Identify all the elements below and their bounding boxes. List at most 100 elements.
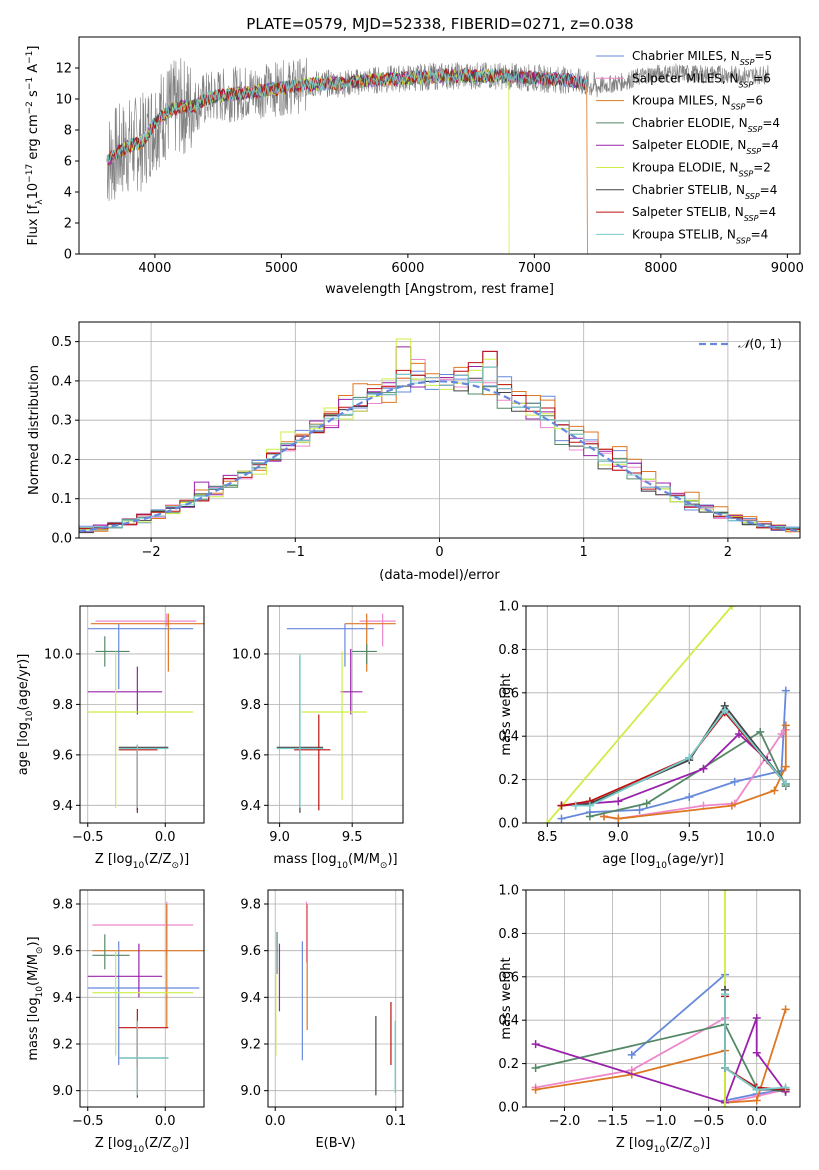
spectrum-ytick-label: 0 [64, 248, 72, 263]
weight-vs-Z-panel: −2.0 −1.5 −1.0 −0.5 0.0 0.0 0.2 0.4 0.6 0.8 1.0 Z [… [498, 884, 801, 1155]
mass-vs-EBV-ytick-label: 9.0 [240, 1084, 261, 1099]
weight-vs-age-point-marker [777, 730, 786, 739]
mass-vs-Z-ytick-label: 9.0 [52, 1084, 73, 1099]
weight-vs-Z-xlabel-part: Z [log [616, 1136, 654, 1151]
spectrum-ytick-label: 6 [64, 155, 72, 170]
age-vs-Z-ytick-label: 9.8 [52, 698, 73, 713]
spectrum-xlabel: wavelength [Angstrom, rest frame] [325, 282, 554, 297]
weight-vs-Z-point-marker [752, 1096, 761, 1105]
weight-vs-Z-ytick-label: 0.2 [498, 1057, 519, 1072]
residuals-xtick-label: 0 [435, 545, 443, 560]
spectrum-legend-label: Chabrier MILES, NSSP=5 [632, 49, 772, 67]
age-vs-Z-ylabel-part: (age/yr)] [16, 654, 31, 711]
mass-vs-EBV-ytick-label: 9.8 [240, 898, 261, 913]
spectrum-legend-label: Salpeter ELODIE, NSSP=4 [632, 138, 779, 156]
spectrum-ylabel: Flux [fλ10−17 erg cm−2 s−1 A−1] [25, 46, 45, 246]
age-vs-Z-ytick-label: 10.0 [44, 647, 73, 662]
age-vs-mass-ytick-label: 10.0 [232, 647, 261, 662]
mass-vs-Z-xlabel-part: 10 [133, 1145, 145, 1155]
residuals-xtick-label: 2 [724, 545, 732, 560]
spectrum-ylabel-part: 10 [26, 183, 41, 200]
weight-vs-Z-point-marker [531, 1040, 540, 1049]
spectrum-legend-label-part: =4 [758, 205, 776, 219]
weight-vs-age-point-marker [781, 762, 790, 771]
spectrum-xtick-label: 7000 [518, 261, 551, 276]
weight-vs-age-ytick-label: 0.8 [498, 643, 519, 658]
weight-vs-Z-marks [531, 890, 790, 1107]
mass-vs-Z-xtick-label: 0.0 [155, 1114, 176, 1129]
spectrum-legend-label: Chabrier STELIB, NSSP=4 [632, 183, 777, 201]
mass-vs-Z-ylabel-part: 10 [35, 986, 45, 998]
age-vs-mass-xlabel-part: )] [387, 852, 397, 867]
residuals-ytick-label: 0.5 [51, 335, 72, 350]
spectrum-panel: 4000 5000 6000 7000 8000 9000 0 2 4 6 8 10 12 wavelen… [25, 36, 804, 297]
spectrum-ylabel-part: −1 [25, 51, 35, 64]
weight-vs-Z-xlabel: Z [log10(Z/Z⊙)] [616, 1136, 710, 1155]
age-vs-mass-xlabel-part: mass [log [273, 852, 336, 867]
mass-vs-Z-panel: −0.5 0.09.09.29.49.69.8Z [log10(Z/Z⊙)]mas… [26, 889, 205, 1155]
weight-vs-Z-point-marker [752, 1014, 761, 1023]
spectrum-legend-label-part: =4 [761, 138, 779, 152]
age-vs-mass-xlabel-part: (M/M [348, 852, 380, 867]
weight-vs-Z-xlabel-part: )] [700, 1136, 710, 1151]
spectrum-legend-label: Chabrier ELODIE, NSSP=4 [632, 116, 780, 133]
mass-vs-Z-ytick-label: 9.8 [52, 898, 73, 913]
weight-vs-Z-point-marker [752, 1048, 761, 1057]
mass-vs-EBV-xtick-label: 0.1 [385, 1114, 406, 1129]
weight-vs-age-xlabel-part: age [log [602, 852, 655, 867]
weight-vs-Z-point-marker [781, 1083, 790, 1092]
weight-vs-Z-ytick-label: 1.0 [498, 884, 519, 899]
spectrum-legend-label-part: SSP [744, 214, 759, 223]
age-vs-Z-xtick-label: 0.0 [155, 830, 176, 845]
age-vs-mass-panel: 9.0 9.5 9.4 9.6 9.8 10.0 mass [log10(M/M⊙)] [232, 605, 404, 871]
age-vs-Z-ytick-label: 9.4 [52, 799, 73, 814]
mass-vs-Z-xlabel-part: (Z/Z [144, 1136, 171, 1151]
age-vs-Z-panel: −0.5 0.09.49.69.810.0Z [log10(Z/Z⊙)]age [… [16, 605, 205, 871]
weight-vs-age-point-marker [781, 686, 790, 695]
mass-vs-Z-frame [79, 889, 205, 1108]
weight-vs-age-point-marker [557, 814, 566, 823]
residuals-histogram [79, 366, 800, 532]
weight-vs-age-xlabel-part: 10 [655, 861, 667, 871]
residuals-xtick-label: −1 [286, 545, 305, 560]
weight-vs-age-point-marker [685, 753, 694, 762]
weight-vs-age-point-marker [614, 797, 623, 806]
spectrum-legend-label-part: Kroupa ELODIE, N [632, 161, 739, 175]
spectrum-legend-label: Kroupa ELODIE, NSSP=2 [632, 161, 771, 179]
spectrum-model-line [107, 69, 588, 164]
weight-vs-Z-ytick-label: 0.6 [498, 970, 519, 985]
age-vs-mass-frame [267, 605, 404, 824]
age-vs-mass-xtick-label: 9.0 [269, 830, 290, 845]
age-vs-Z-ylabel: age [log10(age/yr)] [16, 654, 35, 776]
spectrum-title: PLATE=0579, MJD=52338, FIBERID=0271, z=0… [246, 15, 633, 33]
weight-vs-Z-xlabel-part: 10 [654, 1145, 666, 1155]
weight-vs-age-point-marker [614, 814, 623, 823]
age-vs-Z-xlabel-part: ⊙ [171, 861, 179, 871]
age-vs-Z-xlabel-part: )] [179, 852, 189, 867]
weight-vs-Z-xlabel-part: ⊙ [692, 1145, 700, 1155]
weight-vs-Z-xtick-label: −1.5 [597, 1114, 629, 1129]
spectrum-legend-label-part: SSP [745, 191, 760, 200]
spectrum-ylabel-part: λ [35, 199, 45, 205]
residuals-ytick-label: 0.4 [51, 374, 72, 389]
residuals-xtick-label: −2 [142, 545, 161, 560]
spectrum-ytick-label: 8 [64, 124, 72, 139]
weight-vs-age-frame [525, 605, 801, 824]
weight-vs-age-xlabel-part: (age/yr)] [667, 852, 724, 867]
mass-vs-Z-ylabel-part: )] [26, 936, 41, 946]
spectrum-legend-label-part: =2 [753, 161, 771, 175]
weight-vs-Z-point-marker [721, 990, 730, 999]
weight-vs-age-point-marker [585, 801, 594, 810]
spectrum-ylabel-part: s [26, 90, 41, 101]
spectrum-xtick-label: 8000 [644, 261, 677, 276]
spectrum-ytick-label: 12 [55, 62, 72, 77]
weight-vs-Z-point-marker [627, 1050, 636, 1059]
weight-vs-Z-ytick-label: 0.0 [498, 1101, 519, 1116]
spectrum-legend-label-part: Salpeter STELIB, N [632, 205, 744, 219]
age-vs-Z-ytick-label: 9.6 [52, 748, 73, 763]
spectrum-legend-label-part: =4 [762, 116, 780, 130]
age-vs-mass-ytick-label: 9.4 [240, 799, 261, 814]
mass-vs-Z-xlabel-part: Z [log [95, 1136, 133, 1151]
